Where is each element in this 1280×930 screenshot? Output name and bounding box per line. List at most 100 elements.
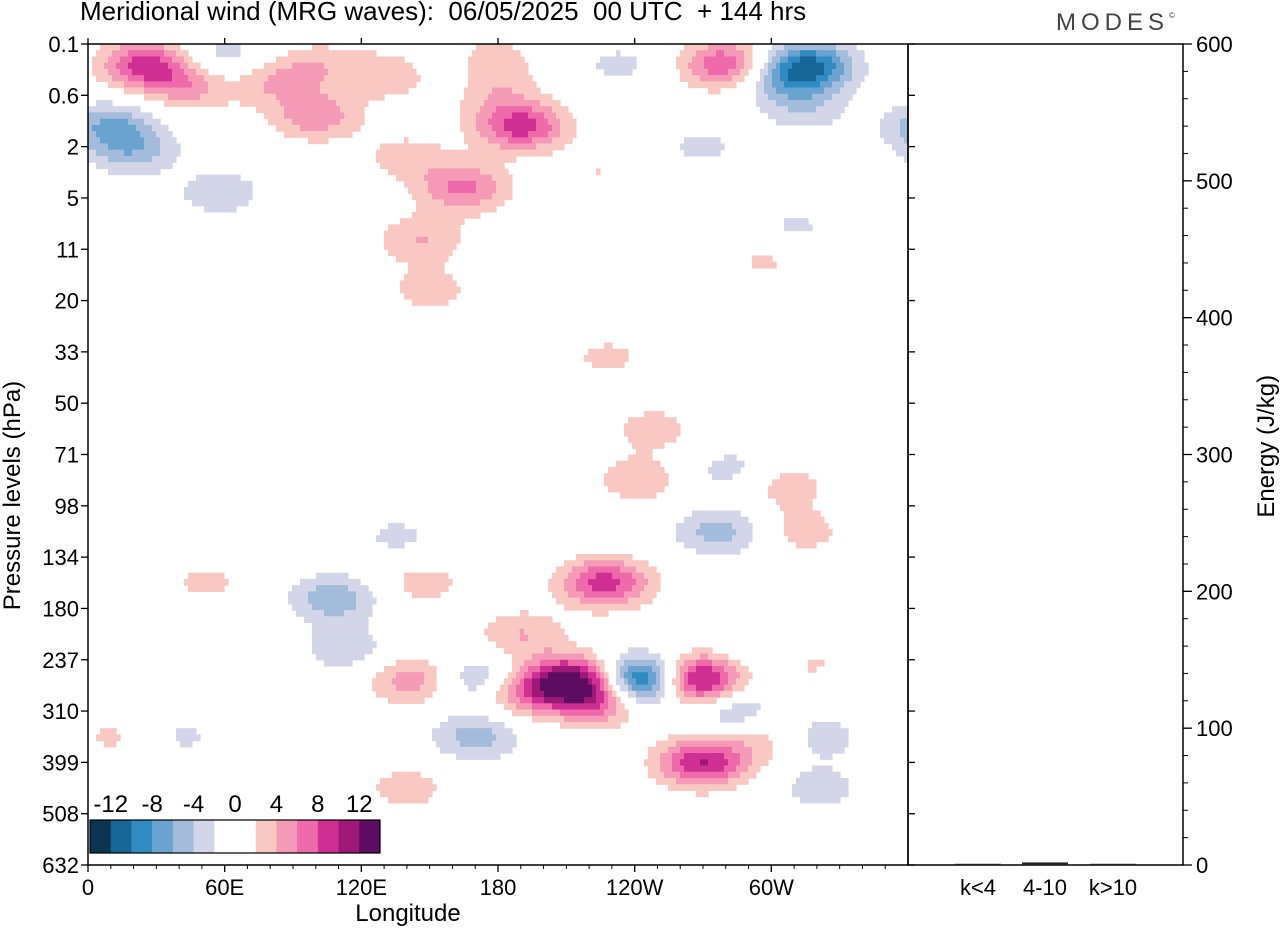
heatmap-cell xyxy=(596,659,605,667)
heatmap-cell xyxy=(792,784,849,791)
heatmap-cell xyxy=(732,75,745,82)
heatmap-cell xyxy=(736,62,745,70)
heatmap-cell xyxy=(180,62,189,70)
heatmap-cell xyxy=(528,634,569,642)
heatmap-cell xyxy=(832,93,853,101)
heatmap-cell xyxy=(700,653,709,661)
heatmap-cell xyxy=(808,659,825,667)
colorbar-swatch xyxy=(276,820,298,853)
heatmap-cell xyxy=(144,81,193,89)
heatmap-cell xyxy=(792,62,825,70)
heatmap-cell xyxy=(184,578,229,586)
x-tick-label: 120E xyxy=(336,875,387,900)
heatmap-cell xyxy=(544,647,553,655)
heatmap-cell xyxy=(476,118,489,126)
heatmap-cell xyxy=(632,684,653,692)
heatmap-cell xyxy=(604,68,633,76)
heatmap-cell xyxy=(568,591,585,599)
heatmap-cell xyxy=(164,44,181,51)
heatmap-cell xyxy=(608,684,613,692)
heatmap-cell xyxy=(208,81,265,89)
y-tick-label: 2 xyxy=(67,135,79,160)
heatmap-cell xyxy=(768,485,817,493)
heatmap-cell xyxy=(88,112,133,120)
heatmap-cell xyxy=(164,99,229,107)
colorbar-label: 0 xyxy=(228,791,241,818)
heatmap-cell xyxy=(772,75,781,82)
heatmap-cell xyxy=(128,75,145,82)
heatmap-cell xyxy=(784,218,809,225)
heatmap-cell xyxy=(192,199,249,207)
heatmap-cell xyxy=(532,137,553,145)
heatmap-cell xyxy=(240,99,281,107)
heatmap-cell xyxy=(488,634,521,642)
heatmap-cell xyxy=(772,479,817,487)
heatmap-cell xyxy=(504,118,537,126)
y-tick-label: 399 xyxy=(42,750,79,775)
heatmap-cell xyxy=(552,703,601,711)
logo-mark: © xyxy=(1169,11,1175,20)
heatmap-cell xyxy=(628,454,653,462)
heatmap-cell xyxy=(540,99,561,107)
heatmap-cell xyxy=(636,566,657,574)
heatmap-cell xyxy=(496,697,509,704)
heatmap-cell xyxy=(112,75,129,82)
energy-bar xyxy=(1022,862,1068,865)
heatmap-cell xyxy=(312,622,369,630)
heatmap-cell xyxy=(816,75,829,82)
heatmap-cell xyxy=(580,597,629,605)
heatmap-cell xyxy=(728,68,741,76)
heatmap-cell xyxy=(216,44,241,51)
heatmap-cell xyxy=(752,255,773,263)
x-tick-label: 180 xyxy=(480,875,517,900)
heatmap-cell xyxy=(344,112,365,120)
heatmap-cell xyxy=(304,616,369,624)
heatmap-cell xyxy=(300,124,329,132)
heatmap-cell xyxy=(768,491,817,499)
energy-bar xyxy=(955,863,1001,865)
heatmap-cell xyxy=(752,261,777,269)
heatmap-cell xyxy=(292,585,317,592)
heatmap-cell xyxy=(500,143,537,151)
heatmap-cell xyxy=(492,112,513,120)
heatmap-cell xyxy=(636,690,657,698)
heatmap-cell xyxy=(704,535,733,543)
heatmap-cell xyxy=(880,124,901,132)
heatmap-cell xyxy=(740,759,753,767)
heatmap-cell xyxy=(540,678,589,686)
heatmap-cell xyxy=(184,56,193,64)
colorbar-frame xyxy=(89,819,381,854)
heatmap-cell xyxy=(284,131,353,138)
heatmap-cell xyxy=(124,149,133,157)
heatmap-cell xyxy=(580,572,597,580)
heatmap-cell xyxy=(524,684,533,692)
heatmap-cell xyxy=(828,75,841,82)
heatmap-cell xyxy=(564,585,577,592)
heatmap-cell xyxy=(744,740,773,748)
heatmap-cell xyxy=(88,149,97,157)
heatmap-cell xyxy=(276,56,405,64)
heatmap-cell xyxy=(840,75,853,82)
heatmap-cell xyxy=(768,93,789,101)
heatmap-cell xyxy=(724,765,737,773)
heatmap-cell xyxy=(88,143,109,151)
heatmap-cell xyxy=(768,56,773,64)
heatmap-cell xyxy=(628,647,649,655)
heatmap-cell xyxy=(392,771,421,779)
heatmap-cell xyxy=(688,665,697,673)
heatmap-cell xyxy=(676,529,697,536)
heatmap-cell xyxy=(344,609,373,617)
y-tick-label: 0.1 xyxy=(48,32,79,57)
heatmap-cell xyxy=(292,62,325,70)
energy-category-label: 4-10 xyxy=(1023,875,1067,900)
heatmap-cell xyxy=(116,62,129,70)
heatmap-cell xyxy=(468,684,477,692)
heatmap-cell xyxy=(120,68,133,76)
heatmap-cell xyxy=(348,585,369,592)
heatmap-cell xyxy=(648,672,657,680)
heatmap-cell xyxy=(652,684,661,692)
heatmap-cell xyxy=(424,174,493,182)
heatmap-cell xyxy=(560,131,577,138)
heatmap-cell xyxy=(448,715,489,723)
heatmap-cell xyxy=(156,131,173,138)
